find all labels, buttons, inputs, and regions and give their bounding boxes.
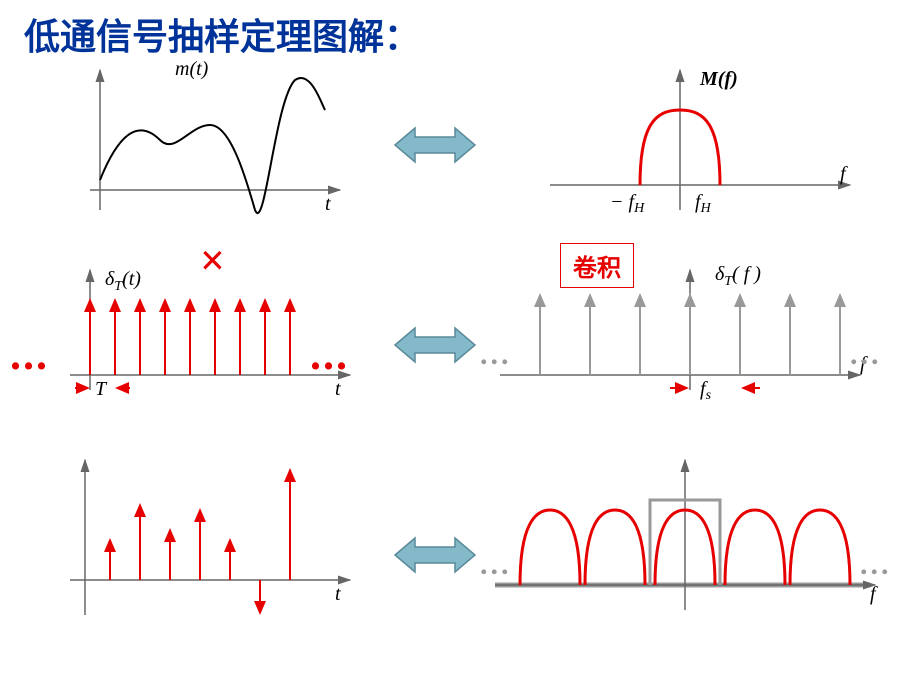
plot-deltaT-f: δT( f ) fs f bbox=[490, 260, 880, 400]
label-mt: m(t) bbox=[175, 60, 209, 80]
plot-sampled: t bbox=[55, 450, 365, 630]
biarrow-3 bbox=[390, 530, 480, 580]
plot-mt: m(t) t bbox=[60, 60, 360, 230]
label-f3: f bbox=[870, 583, 878, 605]
impulses-red bbox=[90, 300, 290, 375]
svg-text:− fH: − fH bbox=[610, 191, 645, 216]
label-t1: t bbox=[325, 193, 331, 215]
svg-text:δT( f ): δT( f ) bbox=[715, 263, 761, 289]
svg-text:δT(t): δT(t) bbox=[105, 268, 141, 294]
label-t3: t bbox=[335, 583, 341, 605]
plot-Mf: M(f) f − fH fH bbox=[540, 60, 870, 230]
svg-text:fs: fs bbox=[700, 378, 712, 400]
plot-spectrum: f bbox=[490, 450, 890, 630]
label-T: T bbox=[95, 378, 108, 400]
label-t2: t bbox=[335, 378, 341, 400]
biarrow-1 bbox=[390, 120, 480, 170]
impulses-gray bbox=[540, 295, 840, 375]
svg-text:fH: fH bbox=[695, 191, 712, 216]
page-title: 低通信号抽样定理图解： bbox=[24, 8, 420, 60]
label-Mf: M(f) bbox=[699, 68, 738, 90]
label-f1: f bbox=[840, 163, 848, 185]
biarrow-2 bbox=[390, 320, 480, 370]
